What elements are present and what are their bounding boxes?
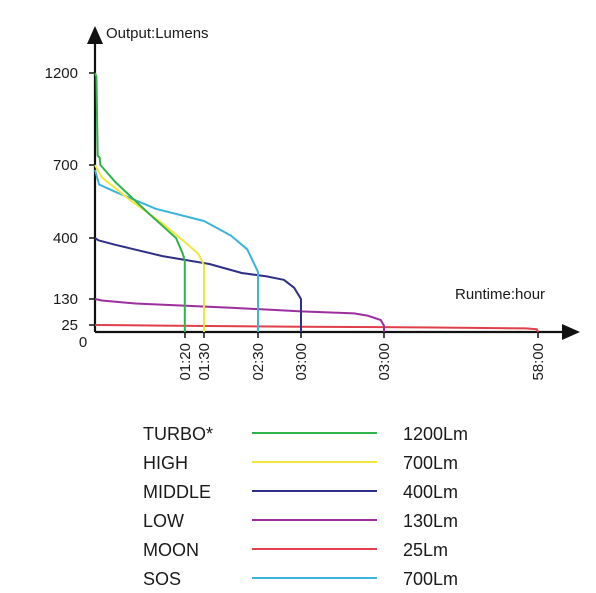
x-tick-label: 02:30	[250, 343, 267, 381]
x-tick-label: 03:00	[376, 343, 393, 381]
legend-rating: 1200Lm	[403, 424, 468, 444]
legend-rating: 400Lm	[403, 482, 458, 502]
y-axis-title: Output:Lumens	[106, 25, 209, 42]
legend-name: MOON	[143, 540, 199, 560]
y-tick-label: 700	[53, 157, 78, 174]
legend-rating: 700Lm	[403, 569, 458, 589]
legend: TURBO* 1200Lm HIGH 700Lm MIDDLE 400Lm LOW 130Lm…	[143, 424, 468, 589]
legend-name: LOW	[143, 511, 184, 531]
series-lines	[94, 72, 539, 333]
y-axis-arrow	[87, 26, 103, 44]
x-tick-label: 01:30	[196, 343, 213, 381]
y-tick-label: 400	[53, 230, 78, 247]
series-line-middle	[94, 237, 302, 332]
series-line-sos	[94, 169, 259, 332]
legend-name: MIDDLE	[143, 482, 211, 502]
y-tick-label: 1200	[45, 65, 78, 82]
legend-name: TURBO*	[143, 424, 213, 444]
axes	[87, 26, 580, 340]
legend-rating: 700Lm	[403, 453, 458, 473]
series-line-turbo	[94, 72, 186, 332]
x-tick-labels: 01:20 01:30 02:30 03:00 03:00 58:00	[177, 332, 547, 381]
x-tick-label: 01:20	[177, 343, 194, 381]
legend-rating: 130Lm	[403, 511, 458, 531]
legend-rating: 25Lm	[403, 540, 448, 560]
y-tick-label: 130	[53, 291, 78, 308]
series-line-high	[94, 164, 205, 332]
series-line-low	[94, 298, 385, 332]
legend-name: SOS	[143, 569, 181, 589]
y-tick-labels: 25 130 400 700 1200	[45, 65, 95, 334]
x-tick-label: 58:00	[530, 343, 547, 381]
y-tick-label: 25	[61, 317, 78, 334]
series-line-moon	[94, 324, 539, 333]
origin-label: 0	[79, 334, 87, 351]
x-tick-label: 03:00	[293, 343, 310, 381]
x-axis-title: Runtime:hour	[455, 286, 545, 303]
x-axis-arrow	[562, 324, 580, 340]
legend-name: HIGH	[143, 453, 188, 473]
